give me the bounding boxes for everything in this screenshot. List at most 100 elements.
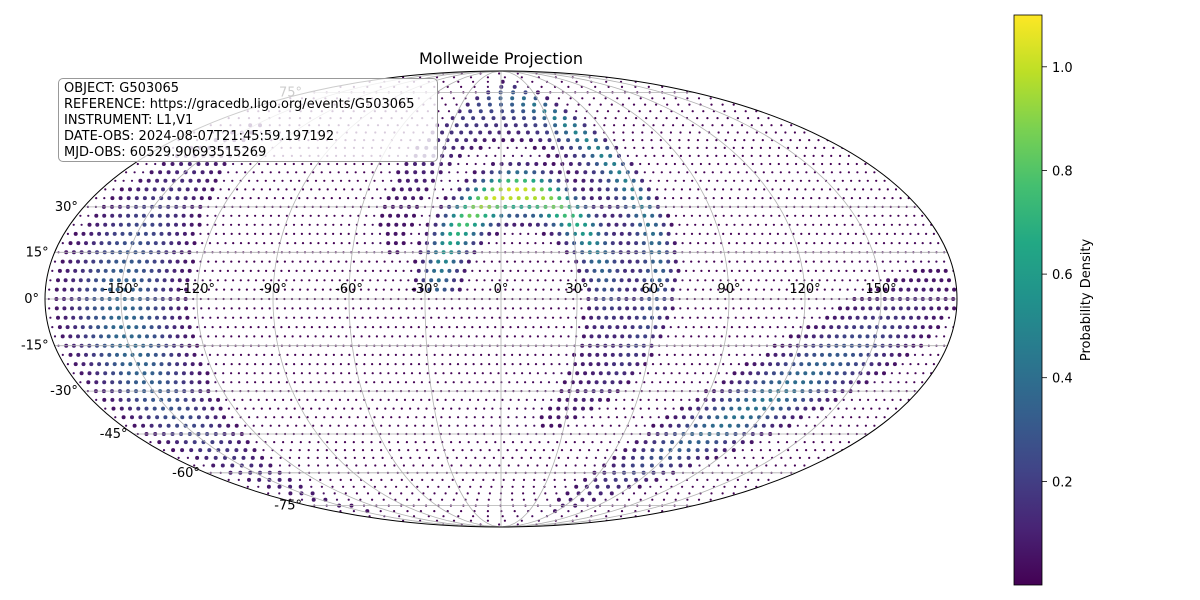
sky-pixel-2520: [407, 279, 410, 282]
sky-pixel-3229: [535, 222, 540, 227]
sky-pixel-1224: [277, 381, 280, 384]
sky-pixel-1964: [730, 326, 734, 329]
sky-pixel-595: [547, 441, 550, 444]
sky-pixel-509: [479, 449, 482, 452]
sky-pixel-2043: [422, 316, 425, 319]
sky-pixel-3874: [161, 162, 166, 166]
sky-pixel-2997: [471, 241, 476, 246]
sky-pixel-1435: [215, 363, 218, 366]
sky-pixel-2642: [432, 268, 437, 273]
sky-pixel-2375: [215, 288, 218, 291]
sky-pixel-742: [354, 424, 357, 427]
sky-pixel-125: [639, 498, 642, 501]
sky-pixel-2417: [534, 288, 537, 291]
sky-pixel-1870: [911, 334, 916, 339]
sky-pixel-1640: [929, 353, 932, 356]
sky-pixel-227: [257, 477, 262, 482]
sky-pixel-450: [612, 455, 617, 460]
sky-pixel-3865: [830, 171, 834, 174]
sky-pixel-2012: [185, 315, 190, 320]
sky-pixel-4451: [710, 103, 713, 106]
sky-pixel-2678: [707, 269, 711, 272]
sky-pixel-2558: [696, 279, 699, 282]
sky-pixel-3163: [886, 232, 889, 235]
sky-pixel-4360: [757, 117, 760, 120]
sky-pixel-3380: [873, 214, 876, 217]
sky-pixel-4156: [584, 138, 589, 143]
sky-pixel-3350: [634, 213, 639, 218]
sky-pixel-2004: [124, 315, 129, 320]
sky-pixel-2964: [216, 242, 219, 245]
sky-pixel-2983: [363, 242, 366, 245]
sky-pixel-2510: [331, 279, 334, 282]
sky-pixel-3525: [371, 197, 374, 200]
sky-pixel-97: [311, 497, 316, 502]
sky-pixel-3372: [809, 214, 813, 217]
sky-pixel-1314: [134, 371, 139, 376]
sky-pixel-1250: [484, 381, 487, 384]
sky-pixel-2110: [931, 315, 936, 320]
sky-pixel-425: [381, 456, 384, 459]
sky-pixel-3875: [170, 162, 175, 166]
sky-pixel-3033: [751, 242, 754, 245]
sky-pixel-3384: [905, 214, 908, 217]
sky-pixel-2034: [353, 316, 357, 319]
sky-pixel-96: [300, 498, 304, 501]
sky-pixel-365: [450, 464, 453, 467]
sky-pixel-3219: [457, 222, 462, 227]
sky-pixel-472: [817, 456, 820, 459]
sky-pixel-3899: [379, 162, 382, 166]
sky-pixel-4110: [832, 146, 835, 149]
sky-pixel-3113: [495, 231, 499, 236]
sky-pixel-2547: [611, 278, 616, 283]
sky-pixel-1430: [175, 362, 180, 367]
sky-pixel-3673: [771, 188, 774, 191]
sky-pixel-4033: [830, 154, 833, 157]
sky-pixel-2706: [920, 268, 925, 273]
sky-pixel-2984: [371, 242, 374, 245]
sky-pixel-385: [640, 463, 645, 468]
sky-pixel-1639: [921, 353, 924, 356]
sky-pixel-3666: [713, 188, 716, 191]
sky-pixel-1790: [299, 335, 302, 338]
sky-pixel-717: [141, 423, 146, 428]
sky-pixel-3334: [507, 213, 512, 218]
sky-pixel-947: [516, 407, 519, 410]
sky-pixel-814: [196, 415, 201, 420]
sky-pixel-2543: [581, 278, 586, 283]
sky-pixel-2675: [685, 269, 688, 272]
sky-pixel-851: [507, 416, 510, 419]
sky-pixel-4222: [564, 130, 568, 135]
sky-pixel-210: [616, 484, 621, 489]
sky-pixel-1592: [557, 353, 560, 356]
sky-pixel-243: [421, 478, 424, 481]
sky-pixel-3529: [403, 196, 407, 201]
sky-pixel-1414: [922, 372, 925, 375]
sky-pixel-1874: [943, 335, 946, 338]
sky-pixel-3646: [548, 187, 553, 192]
sky-pixel-3842: [634, 170, 639, 175]
sky-pixel-2398: [390, 288, 393, 291]
sky-pixel-3091: [324, 232, 327, 235]
sky-pixel-2119: [92, 306, 97, 311]
sky-pixel-3990: [449, 153, 454, 158]
sky-pixel-368: [479, 464, 482, 467]
sky-pixel-3623: [359, 188, 362, 191]
sky-pixel-2982: [356, 242, 359, 245]
sky-pixel-2399: [397, 288, 401, 291]
sky-pixel-2220: [860, 306, 865, 311]
sky-pixel-2099: [848, 315, 852, 320]
sky-pixel-2732: [214, 260, 218, 263]
sky-pixel-3773: [816, 179, 819, 182]
sky-pixel-2027: [300, 316, 303, 319]
sky-pixel-3616: [301, 188, 305, 191]
colorbar: 0.20.40.60.81.0 Probability Density: [1013, 14, 1094, 586]
sky-pixel-3575: [777, 197, 780, 200]
sky-pixel-2130: [176, 306, 181, 311]
sky-pixel-828: [314, 416, 318, 419]
sky-pixel-3721: [381, 179, 384, 182]
sky-pixel-3692: [138, 178, 143, 183]
sky-pixel-209: [606, 484, 610, 489]
sky-pixel-1987: [905, 325, 910, 330]
sky-pixel-3125: [588, 231, 593, 236]
